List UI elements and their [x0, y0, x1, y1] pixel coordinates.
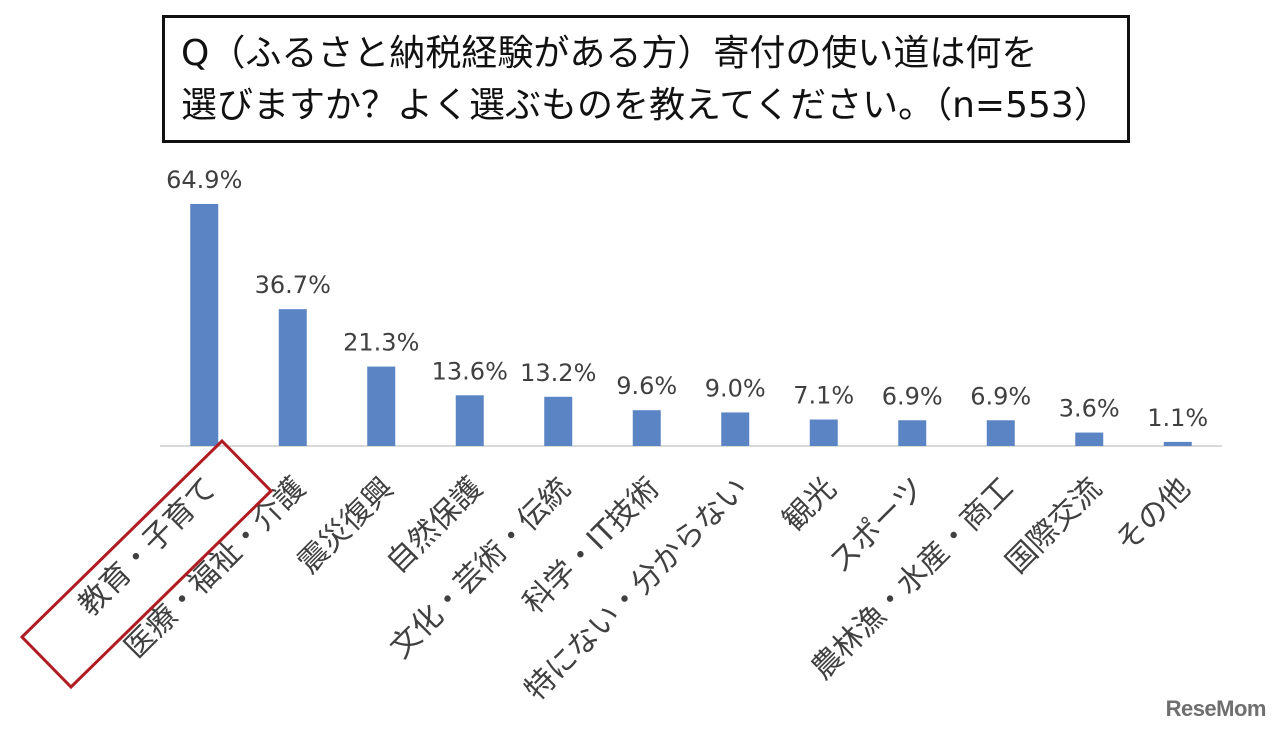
data-label-9: 6.9%	[882, 382, 943, 410]
data-label-6: 9.6%	[616, 372, 677, 400]
bar-11	[1075, 432, 1104, 446]
data-label-1: 64.9%	[166, 166, 242, 194]
resemom-logo: ReseMom	[1165, 696, 1267, 721]
bar-7	[721, 412, 750, 446]
bar-8	[809, 419, 838, 446]
data-label-5: 13.2%	[520, 359, 596, 387]
category-label-3: 震災復興	[291, 471, 401, 581]
data-label-7: 9.0%	[705, 374, 766, 402]
data-label-4: 13.6%	[432, 357, 508, 385]
data-label-3: 21.3%	[343, 329, 419, 357]
data-label-8: 7.1%	[793, 382, 854, 410]
category-label-11: 国際交流	[999, 471, 1109, 581]
data-label-2: 36.7%	[255, 271, 331, 299]
data-label-10: 6.9%	[970, 382, 1031, 410]
category-label-12: その他	[1109, 471, 1197, 559]
chart-title-line-1: Q（ふるさと納税経験がある方）寄付の使い道は何を	[181, 33, 1038, 74]
bar-4	[455, 395, 484, 446]
data-label-12: 1.1%	[1147, 404, 1208, 432]
bar-10	[986, 420, 1015, 446]
bar-6	[632, 410, 661, 446]
bar-5	[544, 396, 573, 446]
bar-2	[278, 309, 307, 446]
chart-title-line-2: 選びますか？よく選ぶものを教えてください。（n=553）	[181, 85, 1110, 126]
bar-12	[1163, 441, 1192, 446]
chart-title: Q（ふるさと納税経験がある方）寄付の使い道は何を 選びますか？よく選ぶものを教え…	[162, 15, 1130, 143]
bar-9	[898, 420, 927, 446]
bar-3	[367, 366, 396, 446]
category-label-8: 観光	[776, 471, 843, 538]
bar-1	[190, 204, 219, 446]
data-label-11: 3.6%	[1059, 395, 1120, 423]
highlight-box	[19, 438, 274, 690]
